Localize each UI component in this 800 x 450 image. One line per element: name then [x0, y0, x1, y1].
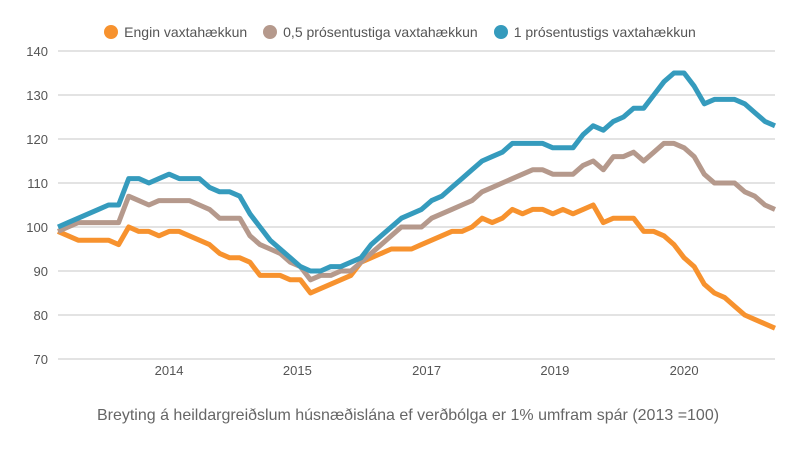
series-line-0 — [57, 202, 776, 331]
x-tick-label: 2014 — [155, 363, 184, 378]
y-tick-label: 100 — [26, 220, 48, 235]
y-tick-label: 80 — [34, 308, 48, 323]
x-tick-label: 2015 — [283, 363, 312, 378]
y-tick-label: 70 — [34, 352, 48, 367]
series-line-2 — [57, 70, 776, 274]
x-tick-label: 2020 — [670, 363, 699, 378]
y-tick-label: 110 — [27, 176, 48, 191]
legend-label: 1 prósentustigs vaxtahækkun — [513, 24, 696, 40]
y-tick-label: 140 — [26, 44, 48, 59]
x-tick-label: 2017 — [412, 363, 441, 378]
legend: Engin vaxtahækkun 0,5 prósentustiga vaxta… — [0, 24, 800, 40]
y-tick-label: 130 — [26, 88, 48, 103]
legend-marker-icon — [263, 25, 278, 39]
legend-item[interactable]: 0,5 prósentustiga vaxtahækkun — [263, 24, 478, 40]
legend-item[interactable]: 1 prósentustigs vaxtahækkun — [493, 24, 696, 40]
y-tick-label: 120 — [26, 132, 48, 147]
legend-marker-icon — [104, 25, 119, 39]
y-tick-label: 90 — [34, 264, 48, 279]
x-tick-label: 2019 — [540, 363, 569, 378]
series-line-1 — [57, 140, 776, 283]
chart-title: Breyting á heildargreiðslum húsnæðislána… — [96, 407, 720, 424]
legend-label: 0,5 prósentustiga vaxtahækkun — [283, 24, 478, 40]
legend-marker-icon — [493, 25, 508, 39]
legend-label: Engin vaxtahækkun — [124, 24, 248, 40]
legend-item[interactable]: Engin vaxtahækkun — [104, 24, 247, 40]
